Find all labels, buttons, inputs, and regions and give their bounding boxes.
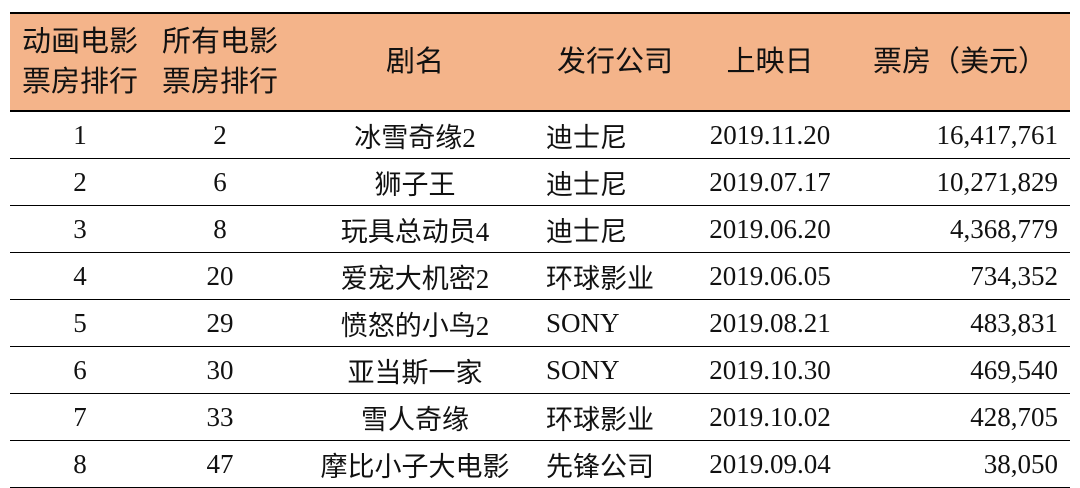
table-cell: 愤怒的小鸟2 (290, 299, 540, 347)
table-cell: 环球影业 (540, 393, 690, 441)
header-cell: 所有电影票房排行 (150, 12, 290, 112)
table-row: 7 33 雪人奇缘 环球影业 2019.10.02 428,705 (10, 393, 1070, 441)
table-cell: 469,540 (850, 346, 1070, 394)
table-cell: SONY (540, 299, 690, 347)
header-cell: 动画电影票房排行 (10, 12, 150, 112)
table-body: 1 2 冰雪奇缘2 迪士尼 2019.11.20 16,417,761 2 6 狮子王 迪士尼 20… (10, 111, 1070, 488)
table-cell: 47 (150, 440, 290, 488)
table-cell: 2 (150, 111, 290, 159)
header-cell: 票房（美元） (850, 12, 1070, 112)
table-row: 6 30 亚当斯一家 SONY 2019.10.30 469,540 (10, 346, 1070, 394)
table-cell: 2019.06.05 (690, 252, 850, 300)
table-cell: 2019.07.17 (690, 158, 850, 206)
table-row: 5 29 愤怒的小鸟2 SONY 2019.08.21 483,831 (10, 299, 1070, 347)
table-cell: 7 (10, 393, 150, 441)
table-cell: 2019.09.04 (690, 440, 850, 488)
table-cell: 爱宠大机密2 (290, 252, 540, 300)
table-cell: 8 (10, 440, 150, 488)
table-cell: 亚当斯一家 (290, 346, 540, 394)
box-office-table: 动画电影票房排行 所有电影票房排行 剧名 发行公司 上映日 票房（美元） 1 2 冰雪奇缘2 迪… (10, 12, 1070, 488)
table-row: 2 6 狮子王 迪士尼 2019.07.17 10,271,829 (10, 158, 1070, 206)
table-cell: 环球影业 (540, 252, 690, 300)
table-cell: 4,368,779 (850, 205, 1070, 253)
table-cell: 8 (150, 205, 290, 253)
table-cell: 30 (150, 346, 290, 394)
table-cell: 483,831 (850, 299, 1070, 347)
header-row: 动画电影票房排行 所有电影票房排行 剧名 发行公司 上映日 票房（美元） (10, 12, 1070, 112)
table-cell: 4 (10, 252, 150, 300)
header-cell: 上映日 (690, 12, 850, 112)
table-cell: 2019.11.20 (690, 111, 850, 159)
table-cell: 20 (150, 252, 290, 300)
table-cell: 33 (150, 393, 290, 441)
table-cell: 2019.10.30 (690, 346, 850, 394)
table-cell: 迪士尼 (540, 158, 690, 206)
table-cell: 摩比小子大电影 (290, 440, 540, 488)
table-cell: 1 (10, 111, 150, 159)
table-cell: 迪士尼 (540, 205, 690, 253)
table-cell: 5 (10, 299, 150, 347)
table-row: 8 47 摩比小子大电影 先锋公司 2019.09.04 38,050 (10, 440, 1070, 488)
table-cell: 16,417,761 (850, 111, 1070, 159)
table-cell: 雪人奇缘 (290, 393, 540, 441)
table-cell: SONY (540, 346, 690, 394)
header-cell: 剧名 (290, 12, 540, 112)
table-cell: 6 (10, 346, 150, 394)
header-cell: 发行公司 (540, 12, 690, 112)
table-row: 3 8 玩具总动员4 迪士尼 2019.06.20 4,368,779 (10, 205, 1070, 253)
table-row: 4 20 爱宠大机密2 环球影业 2019.06.05 734,352 (10, 252, 1070, 300)
table-cell: 2 (10, 158, 150, 206)
table-cell: 2019.08.21 (690, 299, 850, 347)
table-cell: 狮子王 (290, 158, 540, 206)
table-cell: 6 (150, 158, 290, 206)
table-cell: 29 (150, 299, 290, 347)
table-row: 1 2 冰雪奇缘2 迪士尼 2019.11.20 16,417,761 (10, 111, 1070, 159)
table-cell: 38,050 (850, 440, 1070, 488)
table-cell: 先锋公司 (540, 440, 690, 488)
table-cell: 迪士尼 (540, 111, 690, 159)
table-cell: 2019.06.20 (690, 205, 850, 253)
table-cell: 3 (10, 205, 150, 253)
table-header: 动画电影票房排行 所有电影票房排行 剧名 发行公司 上映日 票房（美元） (10, 12, 1070, 112)
table-cell: 734,352 (850, 252, 1070, 300)
table-cell: 玩具总动员4 (290, 205, 540, 253)
table-cell: 冰雪奇缘2 (290, 111, 540, 159)
table-cell: 10,271,829 (850, 158, 1070, 206)
table-cell: 428,705 (850, 393, 1070, 441)
table-cell: 2019.10.02 (690, 393, 850, 441)
